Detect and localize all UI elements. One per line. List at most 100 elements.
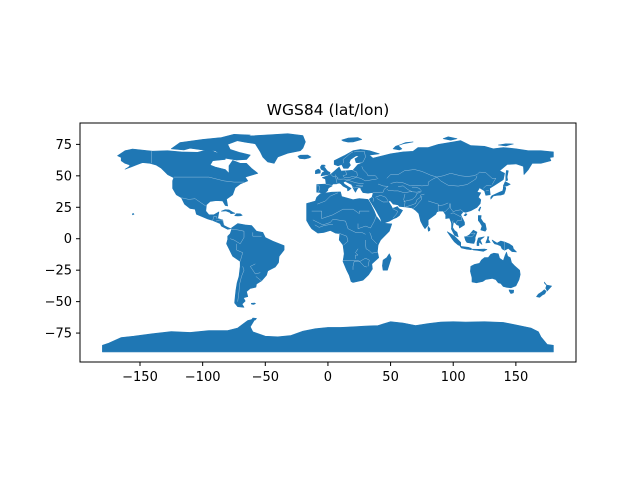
country-border xyxy=(470,232,476,234)
country-border xyxy=(173,176,244,183)
country-border xyxy=(372,197,374,202)
country-border xyxy=(231,229,245,244)
region-eurasia xyxy=(316,140,554,238)
region-australia xyxy=(470,251,521,289)
x-tick-label: 50 xyxy=(382,370,399,385)
country-border xyxy=(342,151,354,164)
region-hawaii xyxy=(132,213,135,216)
country-border xyxy=(465,233,476,237)
region-lesser-sundas xyxy=(471,248,488,252)
country-border xyxy=(316,185,320,192)
region-severnaya-zemlya xyxy=(442,136,458,141)
chart-title: WGS84 (lat/lon) xyxy=(267,101,390,119)
region-taiwan xyxy=(478,206,482,212)
country-border xyxy=(392,208,398,219)
region-hainan xyxy=(463,213,468,217)
country-border xyxy=(436,175,478,187)
region-sumatra xyxy=(446,231,462,247)
region-sakhalin xyxy=(505,170,509,182)
x-tick-label: 0 xyxy=(324,370,332,385)
region-north-america xyxy=(117,148,259,230)
region-sri-lanka xyxy=(427,226,431,232)
x-tick-label: 100 xyxy=(441,370,466,385)
country-border xyxy=(375,195,389,202)
country-border xyxy=(237,266,245,302)
country-border xyxy=(376,198,389,203)
country-border xyxy=(344,180,364,184)
region-moluccas xyxy=(485,236,491,244)
region-ireland xyxy=(315,168,321,174)
country-border xyxy=(450,212,463,224)
region-arctic-archipelago xyxy=(171,134,251,161)
country-border xyxy=(312,219,366,235)
x-tick-label: 150 xyxy=(503,370,528,385)
region-hokkaido xyxy=(502,181,511,187)
country-border xyxy=(403,194,406,208)
country-border xyxy=(386,169,438,187)
country-border xyxy=(215,219,225,225)
country-border xyxy=(450,203,464,212)
country-border xyxy=(443,203,450,213)
region-falklands xyxy=(251,302,256,305)
region-cuba xyxy=(221,209,236,214)
country-border xyxy=(438,205,444,213)
region-madagascar xyxy=(382,253,392,271)
region-java xyxy=(459,246,472,250)
y-tick-label: 25 xyxy=(55,201,72,216)
country-border xyxy=(361,166,379,180)
country-border xyxy=(411,187,421,191)
region-great-britain xyxy=(320,164,331,177)
region-sulawesi xyxy=(476,236,485,246)
region-new-zealand-south xyxy=(536,289,547,298)
country-border xyxy=(405,193,425,208)
y-tick-label: −25 xyxy=(45,264,72,279)
region-hispaniola xyxy=(234,213,243,217)
country-border xyxy=(483,185,492,189)
country-border xyxy=(355,248,359,259)
country-border xyxy=(386,188,422,193)
y-tick-label: −75 xyxy=(45,327,72,342)
country-border xyxy=(451,220,454,229)
country-border xyxy=(311,209,370,219)
country-border xyxy=(212,216,218,221)
country-border xyxy=(250,263,261,275)
region-japan xyxy=(490,186,507,200)
x-tick-label: −50 xyxy=(252,370,279,385)
map-regions-layer xyxy=(102,133,554,353)
region-philippines xyxy=(477,215,487,232)
region-africa xyxy=(306,191,393,283)
country-border xyxy=(436,171,497,185)
country-border xyxy=(255,276,262,282)
country-border xyxy=(369,232,377,244)
country-border xyxy=(398,185,412,192)
country-border xyxy=(357,216,377,229)
country-border xyxy=(252,232,262,237)
country-border xyxy=(342,258,370,267)
country-border xyxy=(365,240,379,254)
region-arabian-peninsula-outline xyxy=(371,199,403,224)
y-axis: 75 50 25 0 −25 −50 −75 xyxy=(45,138,80,342)
country-border xyxy=(335,174,356,181)
country-border xyxy=(181,197,206,207)
country-border xyxy=(314,224,333,228)
country-border xyxy=(403,192,421,202)
country-border xyxy=(236,243,243,262)
country-border xyxy=(317,192,339,205)
country-border xyxy=(372,183,389,193)
country-border xyxy=(342,170,356,178)
region-novaya-zemlya xyxy=(392,141,414,151)
country-border xyxy=(351,185,364,189)
region-antarctic-peninsula-tip xyxy=(250,317,257,322)
y-tick-label: −50 xyxy=(45,295,72,310)
country-border xyxy=(412,195,423,209)
country-border xyxy=(352,170,377,182)
region-svalbard xyxy=(341,137,363,143)
region-south-america xyxy=(226,223,285,308)
map-borders-layer xyxy=(151,151,505,302)
country-border xyxy=(325,184,332,186)
country-border xyxy=(330,174,338,184)
region-iceland xyxy=(297,154,312,160)
y-tick-label: 0 xyxy=(64,232,72,247)
country-border xyxy=(338,232,349,246)
